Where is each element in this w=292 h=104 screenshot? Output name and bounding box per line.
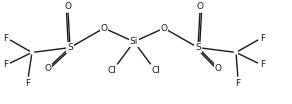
Text: Si: Si [130,37,138,46]
Text: O: O [65,2,72,11]
Text: Cl: Cl [152,66,161,75]
Text: O: O [215,64,222,72]
Text: Cl: Cl [107,66,116,75]
Text: F: F [260,60,265,69]
Text: S: S [195,43,201,52]
Text: O: O [100,24,107,33]
Text: O: O [197,2,204,11]
Text: S: S [67,43,73,52]
Text: O: O [161,24,168,33]
Text: O: O [44,64,51,72]
Text: F: F [235,79,241,88]
Text: F: F [260,34,265,43]
Text: F: F [25,79,31,88]
Text: F: F [3,60,8,69]
Text: F: F [3,34,8,43]
